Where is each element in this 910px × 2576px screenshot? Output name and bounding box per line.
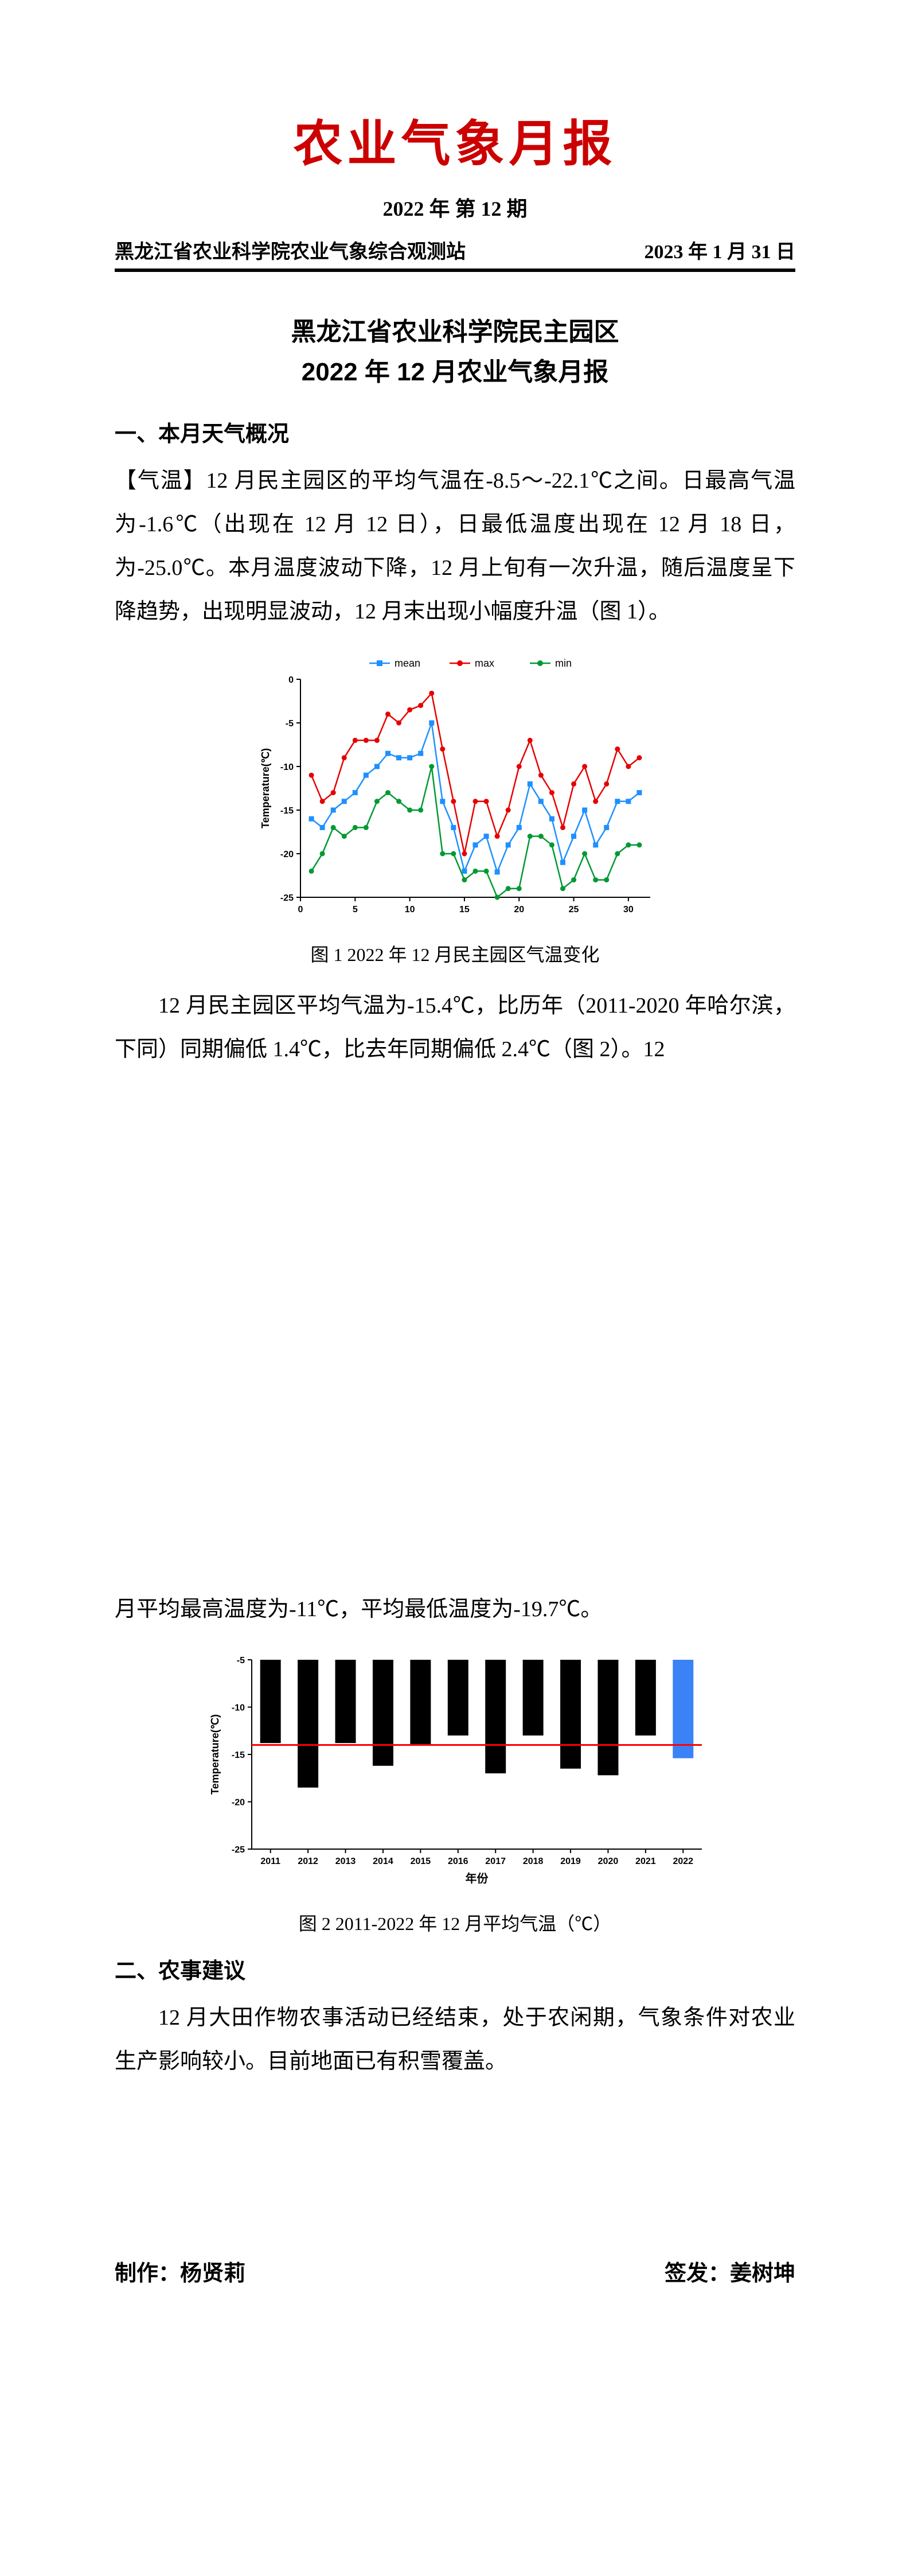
chart1-caption: 图 1 2022 年 12 月民主园区气温变化 xyxy=(115,940,795,967)
main-title: 农业气象月报 xyxy=(115,103,795,175)
section1-p2: 12 月民主园区平均气温为-15.4℃，比历年（2011-2020 年哈尔滨，下… xyxy=(115,984,795,1071)
svg-text:2015: 2015 xyxy=(410,1857,431,1866)
svg-text:-10: -10 xyxy=(280,762,293,772)
chart1-wrap: 0 -5 -10 -15 -20 -25 0 5 10 15 20 25 30 Temperature(℃… xyxy=(115,651,795,929)
svg-text:25: 25 xyxy=(568,905,579,915)
svg-text:-20: -20 xyxy=(231,1797,244,1807)
svg-text:-15: -15 xyxy=(280,806,293,816)
document-page: 农业气象月报 2022 年 第 12 期 黑龙江省农业科学院农业气象综合观测站 … xyxy=(0,0,910,2390)
signed-by: 签发：姜树坤 xyxy=(665,2255,795,2287)
signed-label: 签发： xyxy=(665,2262,730,2286)
svg-text:20: 20 xyxy=(514,905,524,915)
subtitle-line2: 2022 年 12 月农业气象月报 xyxy=(115,352,795,392)
svg-text:2012: 2012 xyxy=(298,1857,318,1866)
svg-text:0: 0 xyxy=(288,675,294,685)
svg-text:2018: 2018 xyxy=(522,1857,543,1866)
made-by-label: 制作： xyxy=(115,2262,180,2286)
svg-text:2021: 2021 xyxy=(635,1857,656,1866)
section1-header: 一、本月天气概况 xyxy=(115,416,795,448)
made-by-name: 杨贤莉 xyxy=(180,2262,245,2286)
station-name: 黑龙江省农业科学院农业气象综合观测站 xyxy=(115,236,466,264)
sub-title: 黑龙江省农业科学院民主园区 2022 年 12 月农业气象月报 xyxy=(115,312,795,393)
svg-text:年份: 年份 xyxy=(465,1871,489,1885)
svg-text:2022: 2022 xyxy=(673,1857,693,1866)
section1-p1: 【气温】12 月民主园区的平均气温在-8.5～-22.1℃之间。日最高气温为-1… xyxy=(115,459,795,633)
line-chart-temperature: 0 -5 -10 -15 -20 -25 0 5 10 15 20 25 30 Temperature(℃… xyxy=(249,651,662,926)
report-date: 2023 年 1 月 31 日 xyxy=(645,236,796,264)
svg-text:max: max xyxy=(475,657,494,669)
svg-text:0: 0 xyxy=(298,905,303,915)
svg-text:15: 15 xyxy=(459,905,470,915)
svg-text:2019: 2019 xyxy=(560,1857,581,1866)
svg-text:2017: 2017 xyxy=(485,1857,506,1866)
svg-text:mean: mean xyxy=(395,657,420,669)
svg-text:2020: 2020 xyxy=(597,1857,618,1866)
svg-text:-15: -15 xyxy=(231,1750,244,1760)
svg-text:Temperature(℃): Temperature(℃) xyxy=(209,1714,221,1795)
svg-text:-25: -25 xyxy=(280,893,293,903)
svg-text:2016: 2016 xyxy=(447,1857,468,1866)
svg-text:-5: -5 xyxy=(285,719,293,729)
footer-row: 制作：杨贤莉 签发：姜树坤 xyxy=(115,2255,795,2287)
page-break-spacer xyxy=(115,1071,795,1587)
svg-text:-10: -10 xyxy=(231,1703,244,1713)
svg-text:2011: 2011 xyxy=(260,1857,280,1866)
signed-name: 姜树坤 xyxy=(730,2262,795,2286)
svg-text:10: 10 xyxy=(404,905,415,915)
svg-text:5: 5 xyxy=(352,905,357,915)
svg-text:-20: -20 xyxy=(280,850,293,859)
svg-text:Temperature(℃): Temperature(℃) xyxy=(260,748,271,828)
issue-number: 2022 年 第 12 期 xyxy=(115,192,795,222)
chart2-wrap: -5 -10 -15 -20 -25 Temperature(℃) 2011 2012 2013… xyxy=(115,1648,795,1898)
header-row: 黑龙江省农业科学院农业气象综合观测站 2023 年 1 月 31 日 xyxy=(115,236,795,272)
svg-text:-5: -5 xyxy=(236,1656,244,1666)
svg-text:min: min xyxy=(555,657,572,669)
section1-p3: 月平均最高温度为-11℃，平均最低温度为-19.7℃。 xyxy=(115,1587,795,1631)
made-by: 制作：杨贤莉 xyxy=(115,2255,245,2287)
svg-text:-25: -25 xyxy=(231,1845,244,1855)
section2-p1: 12 月大田作物农事活动已经结束，处于农闲期，气象条件对农业生产影响较小。目前地… xyxy=(115,1996,795,2083)
section2-header: 二、农事建议 xyxy=(115,1953,795,1984)
svg-text:2014: 2014 xyxy=(373,1857,393,1866)
chart2-caption: 图 2 2011-2022 年 12 月平均气温（℃） xyxy=(115,1909,795,1936)
svg-text:2013: 2013 xyxy=(335,1857,356,1866)
svg-text:30: 30 xyxy=(623,905,633,915)
bar-chart-yearly-temp: -5 -10 -15 -20 -25 Temperature(℃) 2011 2012 2013… xyxy=(197,1648,713,1895)
subtitle-line1: 黑龙江省农业科学院民主园区 xyxy=(115,312,795,352)
